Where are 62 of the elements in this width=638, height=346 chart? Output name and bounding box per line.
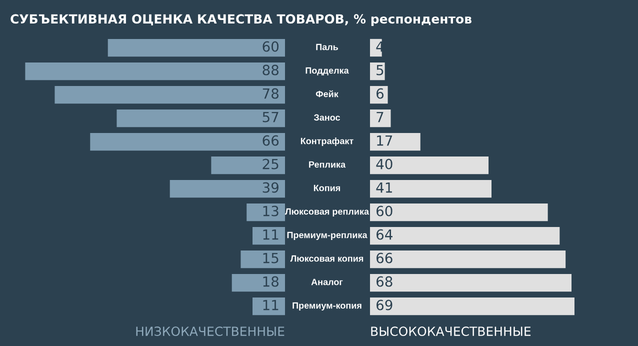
y-tick-label: Премиум-реплика [287,232,368,240]
data-label: 18 [263,276,278,287]
bar [108,38,285,57]
bar [25,62,285,80]
data-label: 88 [262,64,278,76]
bar [252,226,285,245]
data-label: 5 [376,64,384,76]
bar [54,86,285,104]
data-label: 69 [376,300,392,310]
y-tick-label: Реплика [309,161,346,168]
data-label: 6 [376,88,384,99]
y-tick-label: Люксовая копия [290,255,364,262]
y-tick-label: Премиум-копия [292,302,362,310]
data-label: 7 [376,112,384,122]
bar [370,297,574,316]
bar [370,250,566,268]
y-tick-label: Копия [314,184,340,192]
bar [370,226,560,245]
data-label: 25 [262,158,278,170]
bar [370,274,572,292]
data-label: 57 [262,112,278,122]
chart-title: СУБЪЕКТИВНАЯ ОЦЕНКА КАЧЕСТВА ТОВАРОВ, % респондентов [10,14,472,26]
y-tick-label: Паль [316,44,338,50]
data-label: 11 [263,229,278,240]
bar [370,180,492,198]
data-label: 39 [262,182,278,193]
data-label: 13 [263,206,278,216]
data-label: 64 [376,229,392,240]
y-tick-label: Фейк [316,90,338,98]
y-tick-label: Аналог [311,278,343,286]
bar [211,156,285,174]
bar [370,203,548,222]
bar [370,86,388,104]
y-tick-label: Люксовая реплика [285,208,370,216]
bar [116,109,285,128]
data-label: 40 [376,158,392,170]
data-label: 78 [262,88,278,99]
y-tick-label: Занос [314,114,340,121]
y-tick-label: Контрафакт [300,138,354,146]
data-label: 66 [262,135,279,146]
x-axis-title: НИЗКОКАЧЕСТВЕННЫЕ [136,326,284,336]
bar [370,109,391,128]
bar [246,203,285,222]
bar [252,297,285,316]
data-label: 41 [376,182,392,193]
data-label: 66 [376,252,392,264]
bar [232,274,285,292]
y-tick-label: Подделка [306,67,349,76]
bar [370,38,382,57]
data-label: 60 [262,41,279,52]
bar [370,132,420,151]
bar [240,250,285,268]
data-label: 17 [377,135,392,146]
data-label: 15 [263,252,278,264]
data-label: 11 [263,300,278,310]
data-label: 68 [376,276,392,287]
bar [90,132,285,151]
data-label: 60 [376,206,392,216]
bar [170,180,285,198]
bar [370,62,385,80]
x-axis-title: ВЫСОКОКАЧЕСТВЕННЫЕ [371,326,531,336]
bar [370,156,489,174]
